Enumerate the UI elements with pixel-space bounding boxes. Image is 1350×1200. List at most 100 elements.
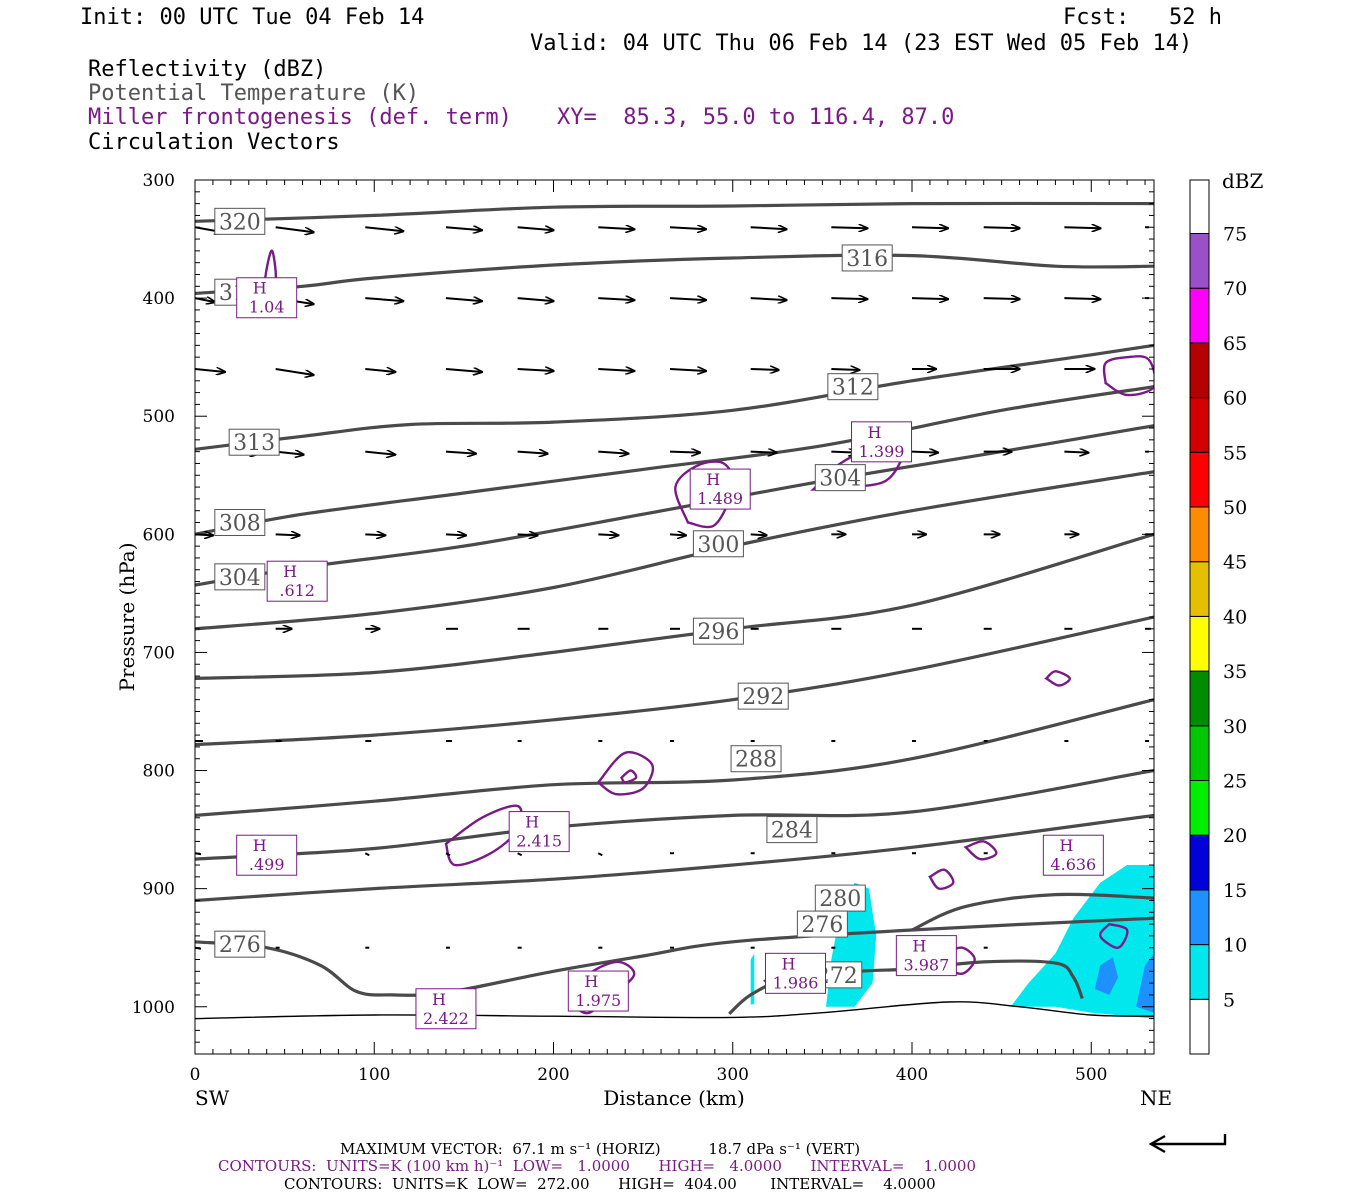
theta-label: 296 <box>697 620 739 645</box>
circulation-vector <box>365 534 385 535</box>
circulation-vector <box>517 852 523 857</box>
field-theta: Potential Temperature (K) <box>88 81 420 106</box>
colorbar-label: 35 <box>1223 661 1247 683</box>
frontogenesis-max-marker: H <box>432 990 446 1009</box>
circulation-vector <box>911 298 948 299</box>
circulation-vector <box>669 452 700 453</box>
frontogenesis-contour <box>1044 670 1071 687</box>
y-tick-label: 800 <box>143 762 175 782</box>
forecast-hour: Fcst: 52 h <box>1063 5 1222 30</box>
field-circulation: Circulation Vectors <box>88 130 340 155</box>
colorbar-swatch <box>1189 780 1210 836</box>
circulation-vector <box>750 452 777 453</box>
init-time: Init: 00 UTC Tue 04 Feb 14 <box>80 5 425 30</box>
theta-label: 313 <box>233 431 275 456</box>
x-axis-label: Distance (km) <box>603 1086 745 1110</box>
frontogenesis-max-value: 2.422 <box>423 1009 469 1028</box>
frontogenesis-max-value: 1.986 <box>773 973 819 992</box>
colorbar-swatch <box>1189 451 1210 508</box>
frontogenesis-max-value: 4.636 <box>1050 855 1096 874</box>
colorbar-swatch <box>1189 233 1210 289</box>
frontogenesis-max-value: 2.415 <box>516 832 562 851</box>
circulation-vector <box>445 227 482 230</box>
colorbar-swatch <box>1189 670 1210 727</box>
circulation-vector <box>598 227 634 229</box>
colorbar-label: 5 <box>1223 989 1235 1011</box>
reflectivity-area <box>1136 953 1154 1013</box>
circulation-vector <box>1064 227 1100 228</box>
y-axis-label: Pressure (hPa) <box>115 543 139 692</box>
circulation-vector <box>669 369 706 371</box>
colorbar-label: 45 <box>1223 552 1247 574</box>
frontogenesis-max-box <box>689 468 751 510</box>
circulation-vector <box>669 227 706 229</box>
frontogenesis-contour <box>674 460 735 529</box>
colorbar-label: 75 <box>1223 224 1247 246</box>
theta-label: 288 <box>735 748 777 773</box>
circulation-vector <box>750 369 779 370</box>
field-frontogenesis: Miller frontogenesis (def. term) <box>88 105 512 130</box>
colorbar-swatch <box>1189 179 1210 234</box>
circulation-vector <box>597 852 603 857</box>
colorbar-label: 20 <box>1223 825 1247 847</box>
colorbar-label: 15 <box>1223 880 1247 902</box>
frontogenesis-max-box <box>415 988 477 1030</box>
circulation-vector <box>517 298 554 301</box>
theta-label-box <box>730 745 782 773</box>
circulation-vector <box>598 452 628 454</box>
colorbar-label: 40 <box>1223 606 1247 628</box>
colorbar-label: 60 <box>1223 388 1247 410</box>
circulation-vector <box>831 227 867 228</box>
x-tick-label: 100 <box>358 1065 390 1085</box>
circulation-vector <box>750 534 767 535</box>
circulation-vector <box>275 452 304 455</box>
theta-contour <box>195 615 1154 747</box>
frontogenesis-max-box <box>236 834 298 876</box>
circulation-vector <box>598 298 634 300</box>
circulation-vector <box>365 369 395 372</box>
frontogenesis-max-marker: H <box>781 954 795 973</box>
frontogenesis-max-value: 1.399 <box>859 442 905 461</box>
theta-contour-note: CONTOURS: UNITS=K LOW= 272.00 HIGH= 404.… <box>284 1175 936 1193</box>
y-tick-label: 700 <box>143 643 175 663</box>
colorbar-label: 70 <box>1223 278 1247 300</box>
frontogenesis-max-value: 1.04 <box>249 298 285 317</box>
theta-contour <box>195 385 1154 536</box>
colorbar-swatch <box>1189 397 1210 453</box>
cross-section-endpoints: XY= 85.3, 55.0 to 116.4, 87.0 <box>557 105 955 130</box>
y-tick-label: 900 <box>143 880 175 900</box>
y-tick-label: 600 <box>143 525 175 545</box>
colorbar-swatch <box>1189 998 1210 1055</box>
x-right-direction: NE <box>1140 1086 1172 1110</box>
colorbar-swatch <box>1189 725 1210 781</box>
theta-contour <box>195 201 1154 223</box>
circulation-vector <box>195 298 215 302</box>
circulation-vector <box>983 298 1020 299</box>
frontogenesis-max-box <box>508 811 570 853</box>
circulation-vector <box>598 534 618 535</box>
reflectivity-area <box>1010 865 1154 1019</box>
cross-section-chart: 3203163163123133083043043002962922882842… <box>115 169 1264 1110</box>
theta-label: 312 <box>832 376 874 401</box>
circulation-vector <box>365 452 395 455</box>
frontogenesis-max-box <box>567 970 629 1012</box>
circulation-vector <box>517 369 554 371</box>
circulation-vector <box>445 369 482 372</box>
circulation-vector <box>275 367 314 375</box>
colorbar-label: 30 <box>1223 716 1247 738</box>
circulation-vector <box>750 227 787 229</box>
frontogenesis-max-value: .612 <box>279 581 315 600</box>
circulation-vector <box>365 226 403 231</box>
colorbar-label: 10 <box>1223 935 1247 957</box>
circulation-vector <box>365 298 403 301</box>
x-tick-label: 400 <box>896 1065 928 1085</box>
colorbar-swatch <box>1189 506 1210 563</box>
colorbar-label: 55 <box>1223 442 1247 464</box>
circulation-vector <box>275 226 314 232</box>
colorbar-swatch <box>1189 834 1210 891</box>
circulation-vector <box>517 534 538 535</box>
frontogenesis-contour <box>928 868 955 890</box>
theta-label-box <box>692 530 744 558</box>
theta-label-box <box>214 930 266 958</box>
theta-contour <box>911 892 1154 932</box>
